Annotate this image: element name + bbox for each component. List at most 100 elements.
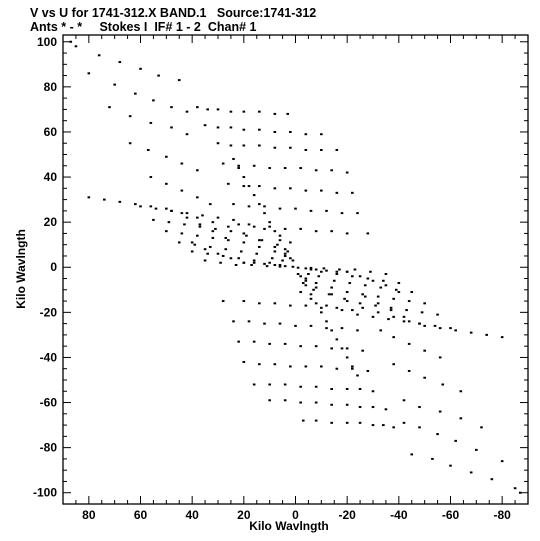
uv-point bbox=[190, 241, 194, 244]
uv-point bbox=[314, 282, 318, 285]
uv-point bbox=[258, 302, 261, 305]
uv-point bbox=[356, 212, 359, 215]
uv-point bbox=[317, 275, 321, 278]
uv-point bbox=[299, 167, 302, 170]
uv-point bbox=[397, 282, 401, 285]
chart-subtitle: Ants * - * Stokes I IF# 1 - 2 Chan# 1 bbox=[30, 20, 257, 34]
uv-point bbox=[332, 279, 336, 282]
uv-point bbox=[198, 223, 202, 226]
uv-point bbox=[177, 241, 181, 244]
uv-point bbox=[258, 239, 261, 242]
uv-point bbox=[149, 176, 153, 179]
uv-point bbox=[289, 304, 292, 307]
uv-point bbox=[170, 106, 173, 109]
uv-point bbox=[283, 227, 287, 230]
uv-point bbox=[351, 309, 354, 312]
y-tick-label: -40 bbox=[40, 350, 58, 364]
uv-point bbox=[273, 263, 277, 266]
uv-point bbox=[327, 293, 331, 296]
uv-point bbox=[304, 148, 308, 151]
uv-point bbox=[369, 270, 372, 273]
uv-point bbox=[423, 324, 426, 327]
uv-point bbox=[198, 225, 202, 228]
uv-point bbox=[237, 340, 240, 343]
uv-point bbox=[469, 331, 473, 334]
uv-point bbox=[268, 225, 271, 228]
uv-point bbox=[250, 263, 253, 266]
y-tick-label: 60 bbox=[44, 125, 58, 139]
uv-point bbox=[221, 254, 225, 257]
uv-point bbox=[345, 347, 349, 350]
uv-point bbox=[149, 205, 153, 208]
uv-point bbox=[340, 212, 344, 215]
uv-point bbox=[500, 460, 504, 463]
uv-point bbox=[216, 108, 220, 111]
uv-point bbox=[157, 74, 160, 77]
uv-point bbox=[273, 130, 277, 133]
uv-point bbox=[242, 185, 246, 188]
uv-point bbox=[263, 205, 266, 208]
uv-point bbox=[237, 164, 240, 167]
uv-point bbox=[134, 92, 137, 95]
uv-point bbox=[309, 324, 313, 327]
uv-point bbox=[232, 203, 235, 206]
uv-point bbox=[358, 421, 362, 424]
uv-point bbox=[273, 146, 277, 149]
y-tick-label: -100 bbox=[33, 486, 57, 500]
x-axis-label: Kilo Wavlngth bbox=[249, 519, 329, 533]
uv-point bbox=[283, 252, 287, 255]
uv-point bbox=[273, 112, 277, 115]
uv-point bbox=[304, 267, 308, 270]
uv-point bbox=[322, 267, 326, 270]
uv-point bbox=[423, 349, 426, 352]
uv-point bbox=[418, 406, 421, 409]
uv-point bbox=[345, 232, 349, 235]
uv-point bbox=[320, 306, 323, 309]
uv-point bbox=[301, 419, 305, 422]
uv-point bbox=[348, 282, 352, 285]
uv-point bbox=[438, 410, 442, 413]
y-tick-label: 0 bbox=[50, 260, 57, 274]
uv-point bbox=[314, 268, 318, 271]
uv-point bbox=[165, 182, 168, 185]
uv-point bbox=[356, 313, 359, 316]
uv-point bbox=[356, 374, 359, 377]
uv-point bbox=[239, 250, 243, 253]
uv-point bbox=[206, 108, 209, 111]
x-tick-label: -60 bbox=[442, 508, 460, 522]
uv-point bbox=[330, 329, 333, 332]
uv-point bbox=[320, 133, 323, 136]
uv-point bbox=[258, 128, 261, 131]
uv-point bbox=[258, 185, 261, 188]
uv-point bbox=[258, 144, 261, 147]
x-tick-label: -80 bbox=[493, 508, 511, 522]
uv-point bbox=[139, 205, 142, 208]
uv-point bbox=[281, 259, 284, 262]
uv-point bbox=[304, 189, 308, 192]
uv-point bbox=[402, 315, 406, 318]
uv-point bbox=[221, 162, 225, 165]
uv-point bbox=[361, 306, 364, 309]
uv-point bbox=[376, 295, 380, 298]
uv-point bbox=[394, 288, 398, 291]
y-axis-label: Kilo Wavlngth bbox=[14, 229, 28, 309]
uv-point bbox=[165, 207, 168, 210]
uv-point bbox=[330, 286, 333, 289]
uv-point bbox=[320, 148, 323, 151]
uv-point bbox=[128, 142, 132, 145]
uv-point bbox=[208, 245, 212, 248]
uv-point bbox=[335, 148, 339, 151]
uv-point bbox=[490, 478, 494, 481]
uv-point bbox=[252, 194, 256, 197]
uv-point bbox=[314, 345, 318, 348]
uv-point bbox=[392, 336, 395, 339]
uv-point bbox=[436, 433, 439, 436]
uv-point bbox=[242, 144, 246, 147]
uv-point bbox=[330, 421, 333, 424]
y-tick-label: -60 bbox=[40, 396, 58, 410]
uv-point bbox=[345, 356, 349, 359]
uv-point bbox=[423, 302, 426, 305]
uv-point bbox=[304, 279, 308, 282]
uv-point bbox=[366, 277, 370, 280]
uv-point bbox=[278, 234, 282, 237]
